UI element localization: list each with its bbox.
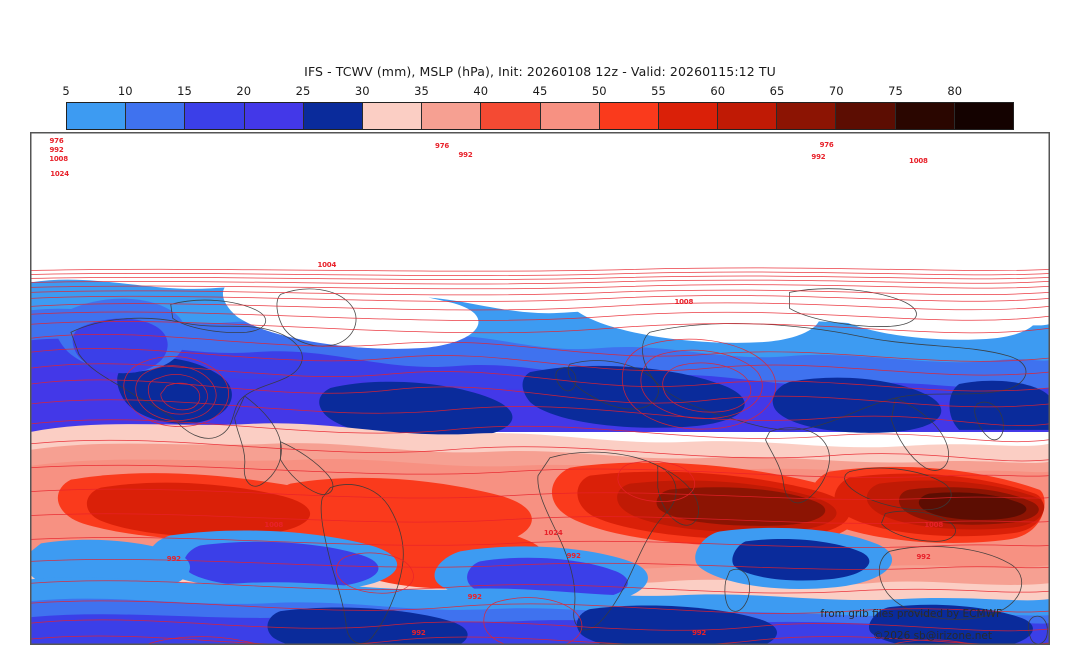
mslp-contour-label: 992 xyxy=(411,628,426,637)
colorbar-tick-50: 50 xyxy=(591,84,607,98)
mslp-contour-label: 1008 xyxy=(909,156,928,165)
mslp-contour-label: 1004 xyxy=(317,261,337,270)
colorbar: 5 10 15 20 25 30 35 40 45 50 55 60 65 70 75 80 xyxy=(62,84,1014,130)
colorbar-tick-60: 60 xyxy=(710,84,726,98)
colorbar-bin-70-75 xyxy=(836,103,896,129)
colorbar-bin-55-60 xyxy=(658,103,719,129)
colorbar-bin-65-70 xyxy=(777,103,837,129)
colorbar-tick-20: 20 xyxy=(236,84,252,98)
mslp-contour-label: 1008 xyxy=(674,298,694,307)
mslp-contour-label: 1024 xyxy=(543,529,563,538)
mslp-contour-label: 992 xyxy=(458,151,473,160)
colorbar-tick-75: 75 xyxy=(888,84,903,98)
mslp-contour-label: 976 xyxy=(49,136,64,145)
colorbar-bin-75-80 xyxy=(895,103,955,129)
mslp-contour-label: 976 xyxy=(819,140,834,149)
mslp-contour-label: 976 xyxy=(435,142,450,151)
colorbar-tick-30: 30 xyxy=(354,84,370,98)
colorbar-tick-45: 45 xyxy=(532,84,548,98)
mslp-contour-label: 1008 xyxy=(264,521,284,530)
colorbar-bin-40-45 xyxy=(481,103,541,129)
colorbar-bin-60-65 xyxy=(718,103,778,129)
mslp-contour-label: 1024 xyxy=(50,170,69,179)
map-canvas[interactable]: 976 992 1008 1024 976 992 976 992 1008 1004 1008 10… xyxy=(30,132,1050,645)
colorbar-bin-45-50 xyxy=(540,103,600,129)
mslp-contour-label: 992 xyxy=(49,145,64,154)
map-svg xyxy=(31,133,1049,644)
colorbar-bin-15-20 xyxy=(185,103,245,129)
colorbar-tick-10: 10 xyxy=(117,84,133,98)
colorbar-bin-5-10 xyxy=(67,103,127,129)
page-title: IFS - TCWV (mm), MSLP (hPa), Init: 20260… xyxy=(304,64,776,79)
colorbar-tick-40: 40 xyxy=(473,84,489,98)
mslp-contour-label: 992 xyxy=(811,152,826,161)
mslp-contour-label: 992 xyxy=(166,554,181,563)
mslp-contour-label: 1008 xyxy=(924,521,944,530)
colorbar-bin-35-40 xyxy=(422,103,482,129)
colorbar-tick-35: 35 xyxy=(414,84,429,98)
colorbar-tick-25: 25 xyxy=(295,84,311,98)
colorbar-bin-80-85 xyxy=(954,103,1013,129)
colorbar-tick-80: 80 xyxy=(947,84,963,98)
colorbar-bin-30-35 xyxy=(362,103,423,129)
attribution-source: from grib files provided by ECMWF xyxy=(820,608,1002,620)
colorbar-gradient-strip xyxy=(66,102,1014,130)
mslp-contour-label: 992 xyxy=(467,593,482,602)
mslp-contour-label: 992 xyxy=(566,552,581,561)
tcwv-field xyxy=(31,264,1049,644)
mslp-contours xyxy=(31,267,1049,644)
colorbar-tick-15: 15 xyxy=(177,84,192,98)
colorbar-tick-labels: 5 10 15 20 25 30 35 40 45 50 55 60 65 70 75 80 xyxy=(62,84,1014,100)
colorbar-tick-5: 5 xyxy=(62,84,70,98)
colorbar-tick-55: 55 xyxy=(651,84,666,98)
mslp-contour-label: 992 xyxy=(916,552,931,561)
mslp-contour-label: 1008 xyxy=(49,154,68,163)
colorbar-bin-10-15 xyxy=(126,103,186,129)
coastlines xyxy=(70,288,1048,644)
colorbar-bin-20-25 xyxy=(244,103,304,129)
mslp-contour-label: 992 xyxy=(692,628,707,637)
colorbar-tick-65: 65 xyxy=(769,84,785,98)
attribution-copyright: ©2026 sb@irizone.net xyxy=(873,630,992,642)
colorbar-bin-25-30 xyxy=(303,103,363,129)
colorbar-tick-70: 70 xyxy=(828,84,844,98)
colorbar-bin-50-55 xyxy=(599,103,659,129)
